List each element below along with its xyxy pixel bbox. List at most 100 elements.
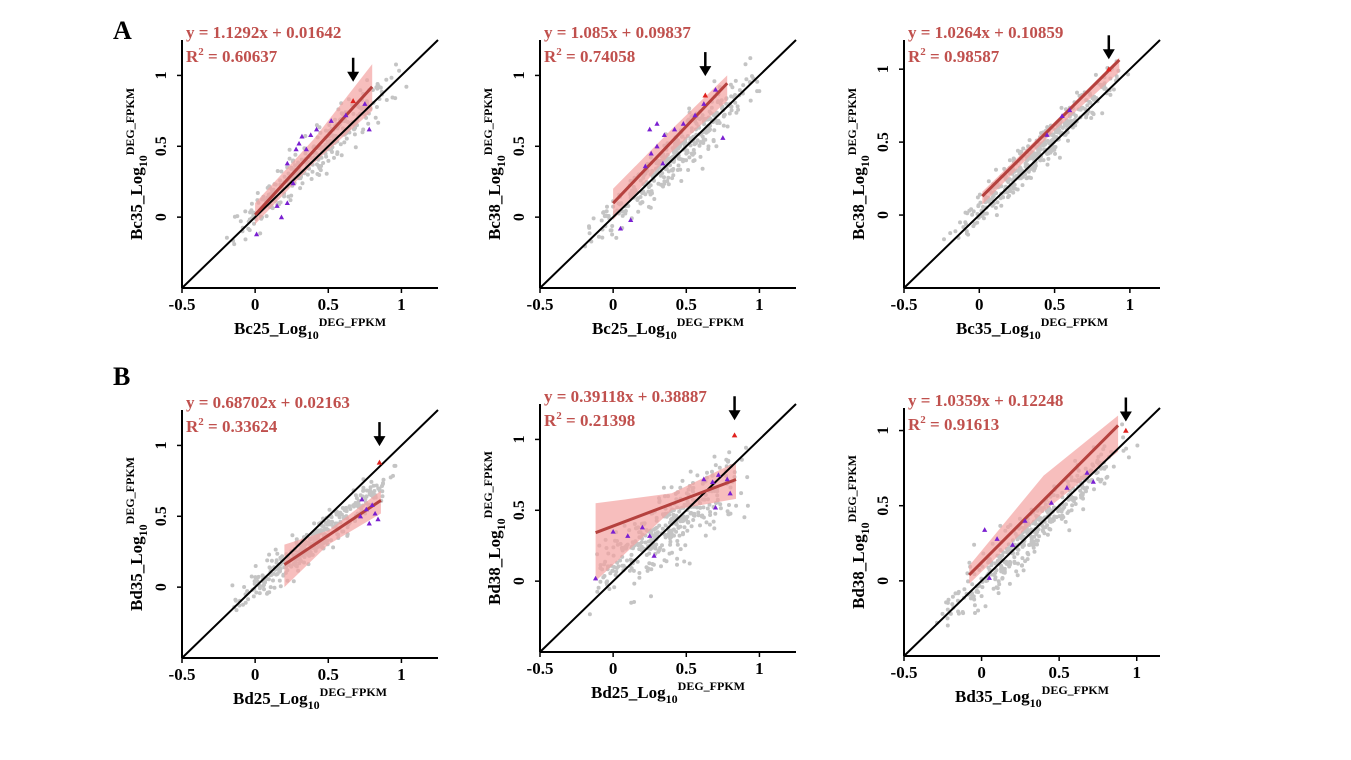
deg-triangle-marker — [362, 101, 368, 106]
x-axis-label-main: Bd25_Log — [233, 689, 308, 708]
gene-point — [748, 98, 753, 103]
gene-point — [636, 209, 641, 214]
gene-point — [249, 574, 254, 579]
gene-point — [972, 597, 977, 602]
regression-equation: y = 0.39118x + 0.38887 — [544, 387, 707, 406]
gene-point — [666, 169, 671, 174]
r-squared: R2 = 0.91613 — [908, 414, 999, 434]
deg-triangle-marker — [692, 112, 698, 118]
x-axis-label-superscript: DEG_FPKM — [319, 315, 386, 329]
gene-point — [345, 533, 350, 538]
gene-point — [317, 173, 322, 177]
gene-point — [1067, 528, 1072, 533]
deg-triangle-marker — [308, 132, 314, 138]
gene-point — [676, 525, 681, 530]
gene-point — [950, 602, 955, 607]
x-axis-label-main: Bc25_Log — [234, 319, 307, 338]
gene-point — [397, 68, 402, 73]
x-tick-label: 1 — [755, 295, 764, 314]
gene-point — [252, 579, 257, 584]
x-axis-label: Bd25_Log10DEG_FPKM — [233, 685, 387, 712]
gene-point — [1121, 435, 1126, 440]
x-axis-label-subscript: 10 — [308, 698, 320, 712]
gene-point — [317, 125, 322, 130]
gene-point — [671, 512, 676, 517]
x-axis-label-subscript: 10 — [665, 328, 677, 342]
y-axis-label-superscript: DEG_FPKM — [123, 88, 137, 155]
gene-point — [371, 483, 376, 488]
gene-point — [687, 106, 692, 111]
gene-point — [1016, 561, 1020, 566]
y-tick-label: 1 — [511, 435, 528, 443]
gene-point — [374, 85, 379, 90]
gene-point — [1041, 143, 1046, 148]
gene-point — [684, 158, 689, 163]
arrow-down-icon — [728, 410, 741, 421]
x-tick-label: 1 — [755, 659, 764, 678]
gene-point — [692, 511, 697, 516]
gene-point — [717, 465, 722, 470]
gene-point — [1045, 162, 1050, 167]
gene-point — [663, 523, 668, 528]
gene-point — [669, 528, 674, 533]
gene-point — [1047, 141, 1051, 145]
gene-point — [404, 84, 409, 89]
gene-point — [703, 533, 708, 538]
gene-point — [1027, 138, 1032, 143]
x-axis-label-subscript: 10 — [1030, 696, 1042, 710]
x-tick-label: 0.5 — [676, 659, 697, 678]
deg-triangle-marker — [986, 575, 992, 580]
regression-line — [595, 478, 737, 535]
x-axis-label: Bc25_Log10DEG_FPKM — [592, 315, 744, 342]
gene-point — [1011, 156, 1016, 161]
gene-point — [1031, 545, 1036, 550]
gene-point — [639, 548, 644, 553]
gene-point — [685, 514, 690, 519]
gene-point — [273, 547, 278, 552]
r-squared-value: = 0.98587 — [926, 47, 1000, 66]
gene-point — [249, 201, 254, 206]
gene-point — [655, 530, 660, 535]
deg-triangle-marker — [592, 575, 599, 581]
gene-point — [733, 100, 738, 105]
gene-point — [271, 578, 275, 583]
gene-point — [700, 166, 705, 171]
gene-point — [664, 559, 669, 564]
gene-point — [638, 195, 643, 199]
r-squared: R2 = 0.21398 — [544, 410, 635, 430]
gene-point — [688, 469, 693, 474]
gene-point — [673, 148, 678, 153]
gene-point — [674, 513, 679, 518]
gene-point — [647, 185, 651, 190]
gene-point — [999, 564, 1004, 569]
gene-point — [707, 522, 712, 527]
gene-point — [246, 226, 251, 231]
r-squared-superscript: 2 — [198, 46, 204, 58]
y-axis-label-subscript: 10 — [858, 522, 872, 534]
gene-point — [384, 98, 389, 102]
gene-point — [347, 505, 352, 510]
gene-point — [374, 105, 379, 109]
gene-point — [714, 144, 719, 149]
gene-point — [235, 214, 240, 219]
gene-point — [275, 169, 280, 173]
gene-point — [987, 567, 992, 572]
gene-point — [327, 507, 332, 512]
deg-triangle-marker — [660, 160, 666, 166]
gene-point — [657, 548, 662, 553]
deg-triangle-marker — [366, 126, 372, 132]
gene-point — [1100, 111, 1105, 116]
gene-point — [1020, 183, 1025, 188]
gene-point — [698, 140, 703, 144]
gene-point — [639, 544, 644, 549]
gene-point — [977, 192, 982, 197]
gene-point — [651, 562, 656, 567]
gene-point — [667, 551, 672, 556]
deg-triangle-marker — [296, 140, 302, 146]
deg-triangle-marker — [1059, 113, 1065, 118]
deg-triangle-marker — [712, 87, 719, 92]
deg-triangle-marker — [369, 502, 375, 508]
gene-point — [243, 209, 248, 214]
deg-triangle-marker — [651, 553, 657, 558]
